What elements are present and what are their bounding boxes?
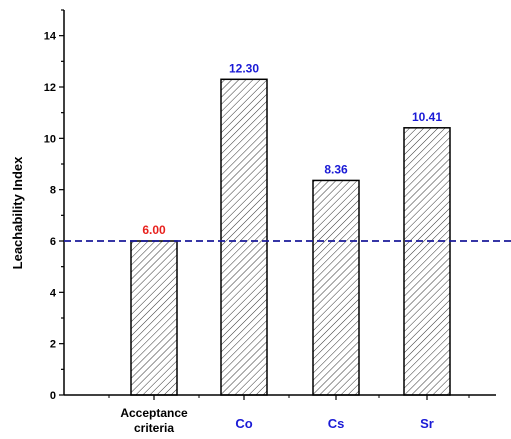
x-category-label: Co [235, 416, 252, 431]
bar [130, 240, 178, 396]
x-category-label: Sr [420, 416, 434, 431]
y-tick-label: 10 [44, 133, 56, 145]
y-tick-label: 12 [44, 82, 56, 94]
y-tick-label: 8 [50, 185, 56, 197]
y-tick-label: 6 [50, 236, 56, 248]
data-label: 8.36 [324, 162, 348, 176]
x-category-label: Acceptance [120, 406, 188, 420]
y-tick-label: 0 [50, 390, 56, 402]
bar [312, 179, 360, 396]
plot-area: 0 2 4 6 8 10 12 14 6.00 12.30 8.36 10.41 Acceptancec… [44, 9, 511, 435]
data-label: 10.41 [412, 110, 442, 124]
x-category-label: criteria [134, 421, 174, 435]
data-label: 12.30 [229, 61, 259, 75]
y-tick-label: 14 [44, 31, 57, 43]
y-tick-label: 4 [50, 287, 57, 299]
data-label: 6.00 [142, 223, 166, 237]
y-axis-title: Leachability Index [10, 156, 25, 269]
x-category-label: Cs [328, 416, 345, 431]
bar [220, 78, 268, 396]
y-tick-label: 2 [50, 339, 56, 351]
bar [403, 127, 451, 396]
